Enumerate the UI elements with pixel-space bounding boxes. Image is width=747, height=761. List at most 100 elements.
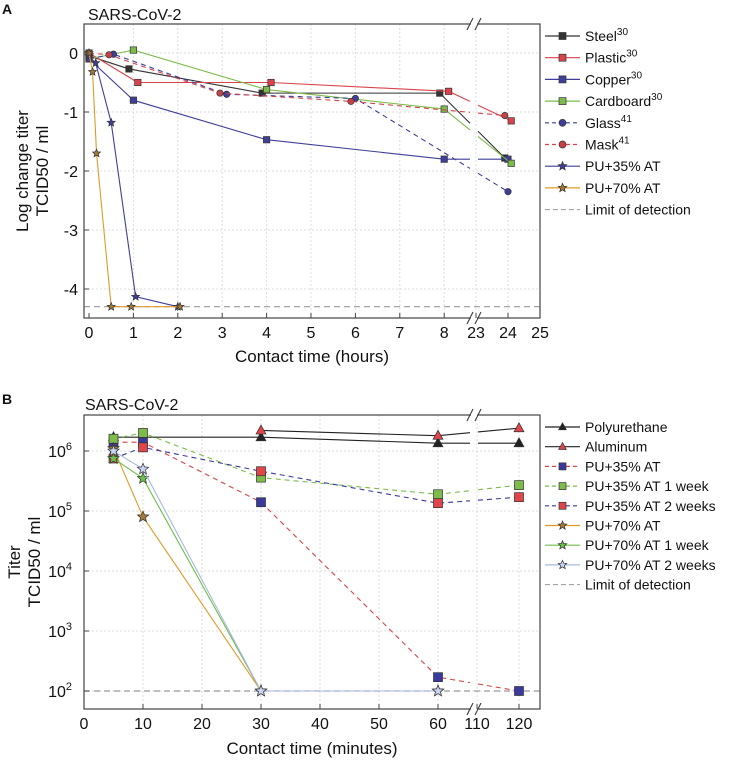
legend-superscript: 30 (651, 92, 663, 103)
panel-a-ylabel-2: TCID50 / ml (33, 126, 52, 217)
legend-marker (558, 140, 567, 149)
x-tick-label: 2 (173, 325, 182, 342)
series-cardboard (85, 46, 515, 167)
axis-break-mark (466, 17, 474, 31)
legend-superscript: 30 (631, 70, 643, 81)
legend-marker (558, 97, 567, 105)
data-point (106, 117, 117, 127)
legend-marker (558, 53, 567, 62)
y-tick-exponent: 4 (66, 561, 72, 573)
data-point (504, 188, 512, 196)
panel-b-ylabel-2: TCID50 / ml (25, 517, 44, 608)
legend-marker (558, 462, 567, 471)
panel-b-title: SARS-CoV-2 (85, 397, 178, 414)
legend-marker (557, 520, 568, 530)
legend-label: PU+70% AT (585, 180, 661, 196)
data-point (501, 111, 509, 120)
y-tick-base: 10 (48, 444, 66, 461)
axis-break-gap (471, 316, 477, 320)
data-point (440, 155, 448, 163)
legend-marker (557, 559, 568, 570)
axis-break-gap (471, 413, 477, 417)
data-point (507, 117, 515, 125)
data-point (440, 105, 448, 113)
y-tick-exponent: 3 (66, 621, 72, 633)
legend-item: Polyurethane (545, 419, 668, 435)
y-tick-label: -4 (64, 282, 78, 299)
series-line (113, 450, 438, 692)
x-tick-label: 40 (311, 716, 329, 733)
data-point (433, 489, 443, 500)
axis-break-mark (474, 17, 482, 31)
axis-break-gap (471, 707, 477, 711)
legend-marker (558, 118, 567, 127)
data-point (514, 480, 524, 490)
data-point (432, 429, 444, 440)
data-point (106, 301, 117, 311)
axis-break-mark (466, 702, 474, 716)
legend-item: PU+70% AT (545, 518, 661, 534)
series-line (477, 484, 520, 491)
legend-label: PU+70% AT 1 week (585, 537, 710, 553)
panel-b-label: B (2, 391, 12, 407)
data-point (256, 466, 266, 477)
y-tick-label: 103 (48, 621, 72, 641)
data-point (432, 437, 444, 448)
legend-label: PU+70% AT 2 weeks (585, 557, 716, 573)
series-pu-70-at-2-weeks (107, 444, 445, 697)
data-point (126, 301, 136, 311)
data-point (433, 672, 443, 683)
legend-item: Mask41 (545, 136, 630, 153)
legend-marker (558, 75, 567, 84)
data-point (255, 424, 267, 435)
data-point (129, 96, 137, 104)
axis-break-mark (474, 311, 482, 325)
data-point (138, 442, 148, 453)
series-line (112, 448, 262, 692)
panel-a-ylabel-1: Log change titer (13, 110, 32, 232)
axis-break-mark (474, 702, 482, 716)
panel-b-ylabel-1: Titer (5, 545, 24, 579)
legend-label: PU+35% AT (585, 158, 661, 174)
legend-label: Polyurethane (585, 419, 668, 435)
axis-break-gap (471, 22, 477, 26)
legend-marker (557, 160, 568, 171)
data-point (175, 301, 185, 311)
data-point (433, 498, 443, 509)
legend-item: PU+35% AT (545, 458, 661, 474)
legend-item: PU+70% AT 1 week (545, 537, 710, 553)
legend-marker (558, 422, 567, 431)
x-tick-label: 0 (85, 325, 94, 342)
y-tick-base: 10 (48, 564, 66, 581)
y-tick-label: -3 (64, 223, 78, 240)
x-tick-label: 8 (440, 325, 449, 342)
y-tick-label: 0 (69, 46, 78, 63)
legend-label: Limit of detection (585, 202, 691, 218)
axis-break-mark (466, 311, 474, 325)
series-pu-35-at-2-weeks (108, 442, 524, 509)
data-point (223, 90, 231, 98)
series-line (113, 446, 471, 504)
data-point (445, 87, 453, 95)
series-line (477, 683, 520, 692)
series-line (477, 136, 512, 164)
legend: Steel30 Plastic30 Copper30 Cardboard30 Glass… (545, 27, 691, 218)
x-tick-label: 30 (252, 716, 270, 733)
axes-frame (83, 414, 541, 710)
series-line (113, 441, 471, 684)
legend-marker (558, 482, 567, 490)
legend-marker (558, 441, 567, 450)
legend-label: Cardboard30 (585, 92, 663, 109)
data-point (136, 462, 150, 475)
legend-superscript: 41 (618, 136, 630, 147)
y-tick-base: 10 (48, 624, 66, 641)
x-tick-label: 110 (464, 716, 490, 733)
data-point (254, 684, 268, 697)
series-mask (85, 49, 509, 120)
x-tick-label: 4 (262, 325, 271, 342)
legend-label: PU+35% AT 2 weeks (585, 498, 716, 514)
data-point (436, 89, 444, 97)
legend-item: Limit of detection (545, 202, 691, 218)
series-line (88, 53, 471, 169)
y-tick-base: 10 (48, 504, 66, 521)
